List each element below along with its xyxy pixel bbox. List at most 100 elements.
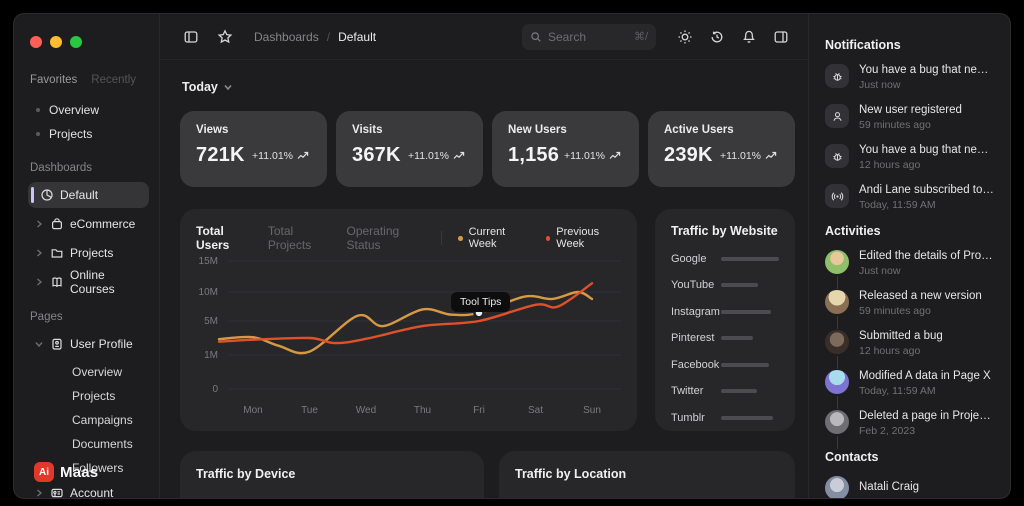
logo-text: Maas — [60, 463, 99, 481]
tab-total-users[interactable]: Total Users — [196, 224, 230, 252]
history-icon — [711, 31, 723, 42]
stat-delta: +11.01% — [252, 150, 309, 162]
pie-chart-icon — [41, 189, 53, 201]
sidebar-item-ecommerce[interactable]: eCommerce — [28, 211, 149, 237]
notification-item[interactable]: You have a bug that needs t...Just now — [825, 64, 994, 91]
sidebar-item-projects[interactable]: Projects — [28, 122, 149, 146]
svg-text:Thu: Thu — [414, 405, 431, 416]
notification-item[interactable]: You have a bug that needs t...12 hours a… — [825, 144, 994, 171]
traffic-bar — [721, 283, 759, 287]
traffic-bar — [721, 256, 779, 261]
app-logo: Ai Maas — [34, 462, 98, 482]
notification-item[interactable]: Andi Lane subscribed to you Today, 11:59 … — [825, 184, 994, 211]
chevron-right-icon — [37, 220, 43, 228]
right-panel-toggle-button[interactable] — [768, 24, 794, 50]
breadcrumb-parent[interactable]: Dashboards — [254, 29, 319, 44]
trend-up-icon — [765, 151, 777, 159]
notification-item[interactable]: New user registered 59 minutes ago — [825, 104, 994, 131]
sidebar-item-projects-dashboard[interactable]: Projects — [28, 240, 149, 266]
stats-row: Views 721K +11.01% Visits 367K +11.01% — [180, 111, 795, 187]
tab-favorites[interactable]: Favorites — [30, 74, 78, 86]
theme-toggle-button[interactable] — [672, 24, 698, 50]
chevron-right-icon — [37, 278, 43, 286]
legend-previous-week[interactable]: Previous Week — [545, 226, 621, 250]
tab-total-projects[interactable]: Total Projects — [267, 224, 312, 252]
activity-item[interactable]: Released a new version 59 minutes ago — [825, 290, 994, 329]
minimize-window-button[interactable] — [50, 36, 62, 48]
search-icon — [531, 31, 541, 42]
favorite-button[interactable] — [212, 24, 238, 50]
notifications-button[interactable] — [736, 24, 762, 50]
right-panel-toggle-icon — [774, 30, 788, 43]
bell-icon — [743, 30, 755, 43]
legend-current-week[interactable]: Current Week — [458, 226, 528, 250]
stat-card-active-users: Active Users 239K +11.01% — [648, 111, 795, 187]
main-area: Dashboards / Default ⌘/ — [160, 14, 808, 498]
section-dashboards: Dashboards — [30, 162, 93, 174]
stat-card-new-users: New Users 1,156 +11.01% — [492, 111, 639, 187]
close-window-button[interactable] — [30, 36, 42, 48]
sidebar-item-user-profile[interactable]: User Profile — [28, 331, 149, 357]
activity-item[interactable]: Edited the details of Project XJust now — [825, 250, 994, 289]
period-selector[interactable]: Today — [182, 80, 795, 94]
tab-recently[interactable]: Recently — [91, 74, 137, 86]
sidebar-item-overview[interactable]: Overview — [28, 98, 149, 122]
site-row-pinterest: Pinterest — [671, 332, 779, 344]
traffic-by-website-panel: Traffic by Website Google YouTube Instag… — [655, 209, 795, 431]
avatar — [825, 330, 849, 369]
trend-up-icon — [453, 151, 465, 159]
legend-dot — [545, 235, 551, 241]
folder-icon — [51, 249, 63, 258]
search-box[interactable]: ⌘/ — [522, 23, 656, 50]
sidebar-item-account[interactable]: Account — [28, 480, 149, 498]
sidebar-subitem-campaigns[interactable]: Campaigns — [72, 413, 133, 427]
window-controls — [30, 36, 149, 48]
sidebar-item-default[interactable]: Default — [28, 182, 149, 208]
search-input[interactable] — [548, 29, 618, 44]
activity-item[interactable]: Modified A data in Page X Today, 11:59 AM — [825, 370, 994, 409]
shopping-bag-icon — [51, 218, 63, 230]
sidebar-subitem-projects[interactable]: Projects — [72, 389, 116, 403]
total-users-chart-panel: 15M 10M 5M 1M 0 Mon Tue Wed Thu Fri Sat Sun Total U… — [180, 209, 637, 431]
stat-delta: +11.01% — [720, 150, 777, 162]
stat-value: 721K — [196, 144, 245, 166]
sidebar-tabs: Favorites Recently — [30, 74, 149, 86]
svg-text:15M: 15M — [199, 256, 218, 267]
sun-icon — [678, 30, 692, 43]
tab-operating-status[interactable]: Operating Status — [346, 224, 400, 252]
top-bar: Dashboards / Default ⌘/ — [160, 14, 808, 60]
trend-up-icon — [609, 151, 621, 159]
sidebar-item-online-courses[interactable]: Online Courses — [28, 268, 149, 296]
activity-item[interactable]: Deleted a page in Project X Feb 2, 2023 — [825, 410, 994, 449]
bullet-icon — [36, 132, 40, 136]
svg-text:1M: 1M — [204, 350, 218, 361]
activity-item[interactable]: Submitted a bug 12 hours ago — [825, 330, 994, 369]
avatar — [825, 370, 849, 409]
id-badge-icon — [52, 338, 62, 350]
sidebar-subitem-followers[interactable]: Followers — [72, 461, 124, 475]
bullet-icon — [36, 108, 40, 112]
sidebar-subitem-overview[interactable]: Overview — [72, 365, 123, 379]
chevron-down-icon — [35, 342, 43, 348]
stat-value: 1,156 — [508, 144, 560, 166]
sidebar-subitem-documents[interactable]: Documents — [72, 437, 133, 451]
avatar — [825, 410, 849, 449]
user-icon — [832, 111, 842, 121]
svg-text:5M: 5M — [204, 316, 218, 327]
traffic-bar — [721, 415, 773, 420]
zoom-window-button[interactable] — [70, 36, 82, 48]
stat-value: 367K — [352, 144, 401, 166]
traffic-bar — [721, 336, 753, 340]
svg-text:Tue: Tue — [301, 405, 318, 416]
svg-text:0: 0 — [212, 384, 218, 395]
contact-item[interactable]: Natali Craig — [825, 476, 994, 498]
stat-card-views: Views 721K +11.01% — [180, 111, 327, 187]
traffic-bar — [721, 309, 771, 314]
history-button[interactable] — [704, 24, 730, 50]
sidebar-toggle-button[interactable] — [178, 24, 204, 50]
line-chart: 15M 10M 5M 1M 0 Mon Tue Wed Thu Fri Sat Sun — [199, 256, 621, 416]
site-row-twitter: Twitter — [671, 385, 779, 397]
activities-title: Activities — [825, 224, 881, 238]
site-row-facebook: Facebook — [671, 359, 779, 371]
traffic-bar — [721, 362, 769, 367]
